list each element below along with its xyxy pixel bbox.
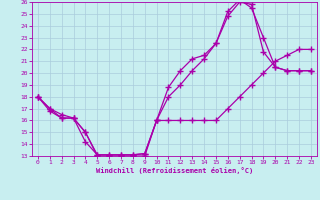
X-axis label: Windchill (Refroidissement éolien,°C): Windchill (Refroidissement éolien,°C)	[96, 167, 253, 174]
